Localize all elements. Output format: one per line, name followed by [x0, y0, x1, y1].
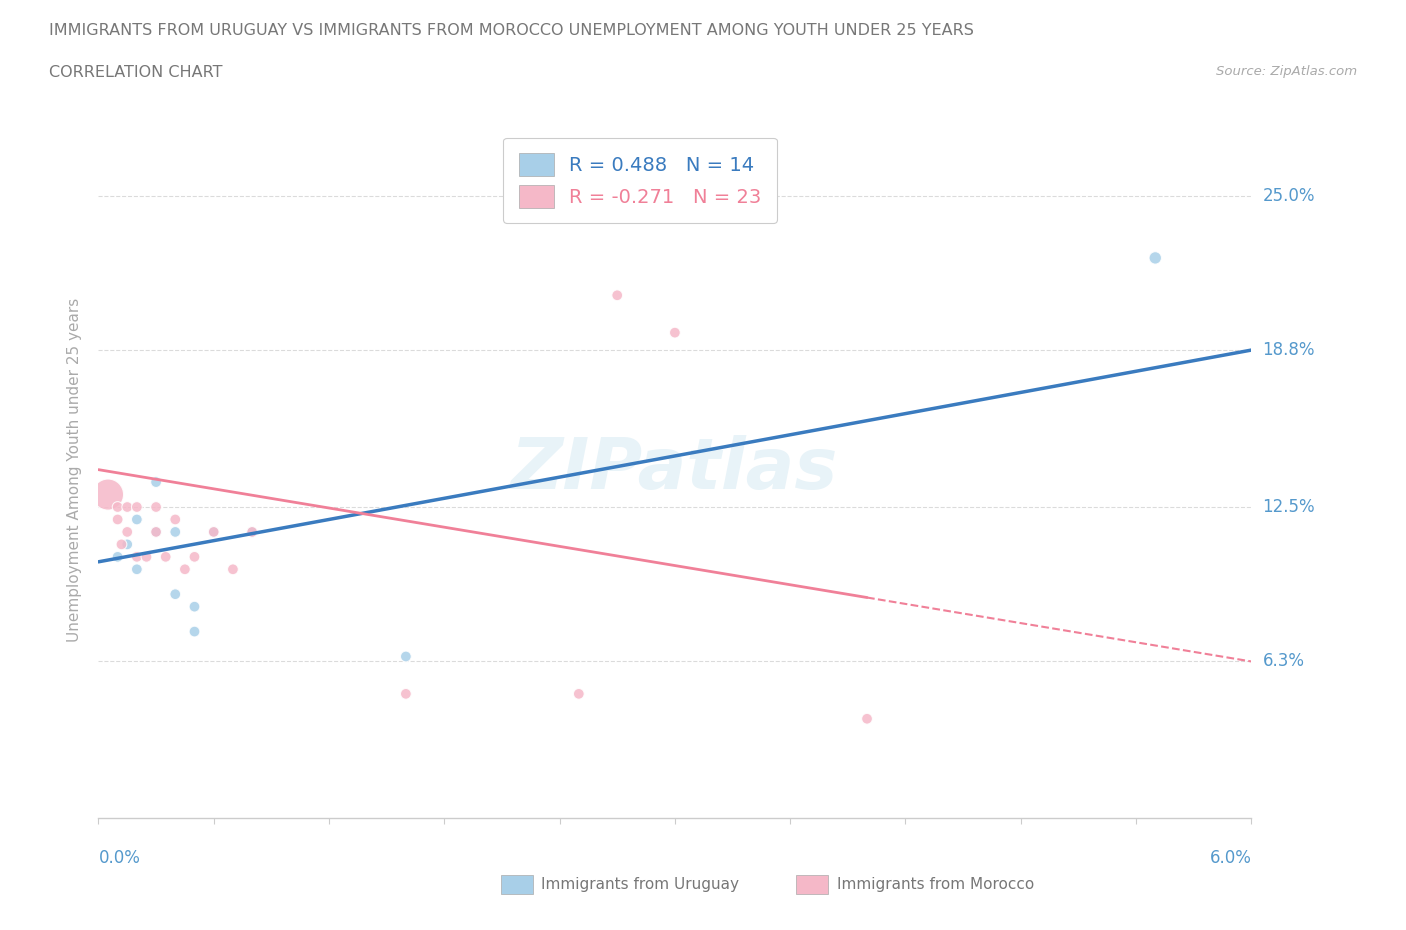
- Point: [395, 686, 418, 701]
- Point: [165, 512, 187, 527]
- Point: [97, 487, 120, 502]
- Point: [125, 512, 148, 527]
- Point: [174, 562, 197, 577]
- Point: [117, 525, 139, 539]
- Point: [135, 550, 157, 565]
- Point: [145, 525, 167, 539]
- Point: [1144, 250, 1167, 265]
- Text: Source: ZipAtlas.com: Source: ZipAtlas.com: [1216, 65, 1357, 78]
- Point: [145, 525, 167, 539]
- Text: 25.0%: 25.0%: [1263, 187, 1315, 205]
- Point: [117, 499, 139, 514]
- Point: [145, 474, 167, 489]
- Point: [606, 288, 628, 303]
- Text: Immigrants from Uruguay: Immigrants from Uruguay: [541, 877, 740, 892]
- Point: [117, 537, 139, 551]
- Point: [183, 550, 205, 565]
- Point: [155, 550, 177, 565]
- Point: [165, 525, 187, 539]
- Text: 12.5%: 12.5%: [1263, 498, 1315, 516]
- Text: 18.8%: 18.8%: [1263, 341, 1315, 359]
- Text: IMMIGRANTS FROM URUGUAY VS IMMIGRANTS FROM MOROCCO UNEMPLOYMENT AMONG YOUTH UNDE: IMMIGRANTS FROM URUGUAY VS IMMIGRANTS FR…: [49, 23, 974, 38]
- Point: [240, 525, 263, 539]
- Legend: R = 0.488   N = 14, R = -0.271   N = 23: R = 0.488 N = 14, R = -0.271 N = 23: [503, 138, 778, 223]
- Point: [240, 525, 263, 539]
- Point: [125, 562, 148, 577]
- Y-axis label: Unemployment Among Youth under 25 years: Unemployment Among Youth under 25 years: [66, 298, 82, 642]
- Point: [395, 649, 418, 664]
- Text: ZIPatlas: ZIPatlas: [512, 435, 838, 504]
- Text: 0.0%: 0.0%: [98, 849, 141, 867]
- Text: 6.0%: 6.0%: [1209, 849, 1251, 867]
- Text: CORRELATION CHART: CORRELATION CHART: [49, 65, 222, 80]
- Point: [145, 499, 167, 514]
- Point: [165, 587, 187, 602]
- Point: [202, 525, 225, 539]
- Point: [856, 711, 879, 726]
- Point: [125, 550, 148, 565]
- Point: [107, 550, 129, 565]
- Point: [183, 599, 205, 614]
- Point: [125, 499, 148, 514]
- Point: [107, 499, 129, 514]
- Point: [222, 562, 245, 577]
- Text: Immigrants from Morocco: Immigrants from Morocco: [837, 877, 1033, 892]
- Point: [664, 326, 686, 340]
- Point: [568, 686, 591, 701]
- Point: [183, 624, 205, 639]
- Text: 6.3%: 6.3%: [1263, 653, 1305, 671]
- Point: [202, 525, 225, 539]
- Point: [107, 512, 129, 527]
- Point: [110, 537, 132, 551]
